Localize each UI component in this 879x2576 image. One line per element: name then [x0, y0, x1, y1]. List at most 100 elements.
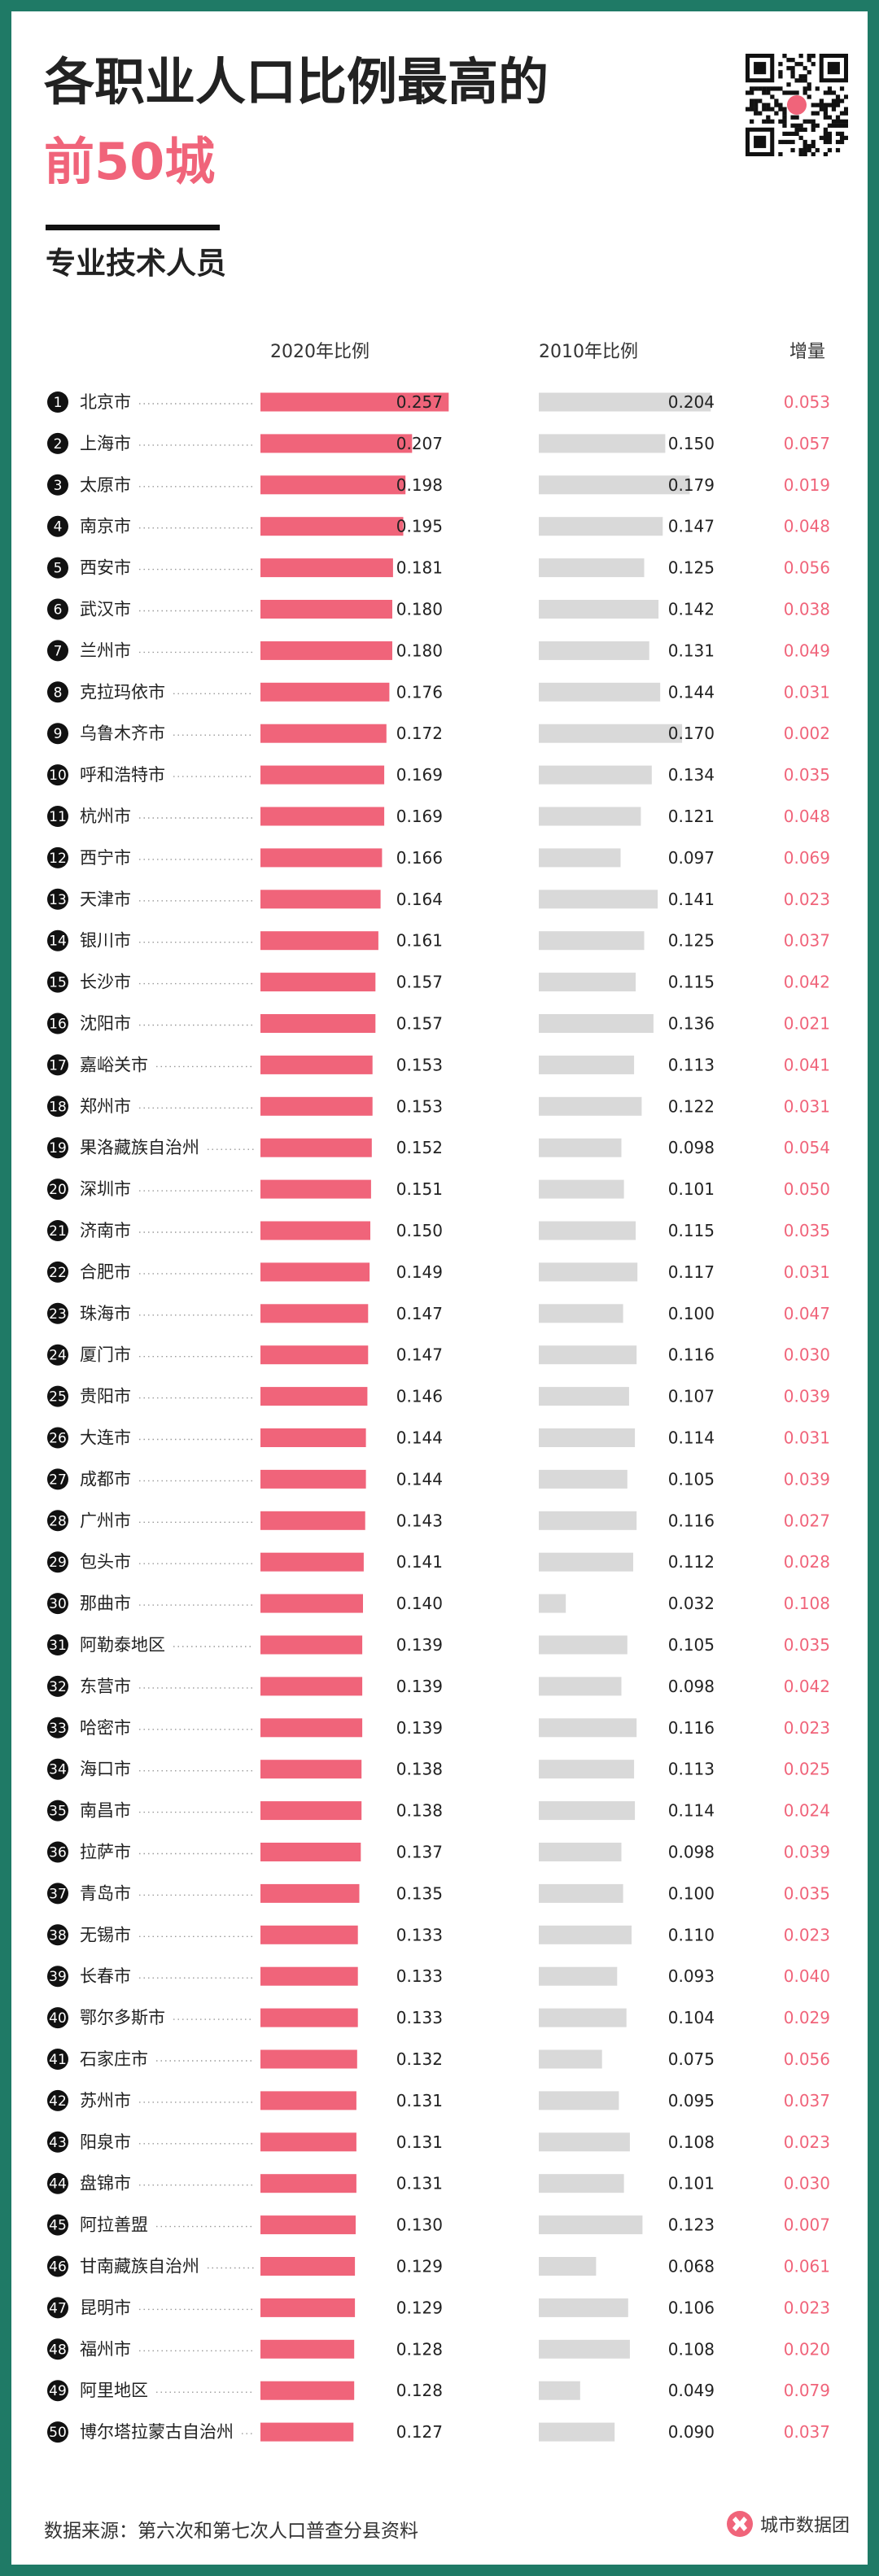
- bar-2010: [539, 1262, 638, 1282]
- city-label: 石家庄市: [80, 2049, 148, 2069]
- bar-2020: [260, 931, 378, 951]
- rank-badge: [47, 2007, 68, 2029]
- bar-2010: [539, 475, 690, 495]
- rank-number: 50: [49, 2425, 67, 2441]
- value-label-2020: 0.153: [396, 1055, 443, 1074]
- rank-badge: [47, 391, 68, 413]
- city-label: 济南市: [80, 1221, 131, 1240]
- city-label: 海口市: [80, 1760, 131, 1779]
- rank-number: 33: [49, 1721, 67, 1737]
- rank-number: 32: [49, 1679, 67, 1695]
- value-label-2010: 0.170: [668, 724, 715, 743]
- increase-label: 0.038: [784, 600, 830, 619]
- rank-badge: [47, 2089, 68, 2111]
- value-label-2020: 0.139: [396, 1718, 443, 1738]
- value-label-2010: 0.179: [668, 475, 715, 495]
- bar-2010: [539, 1387, 629, 1406]
- value-label-2010: 0.136: [668, 1014, 715, 1034]
- bar-2020: [260, 890, 381, 909]
- city-label: 银川市: [80, 931, 131, 951]
- rank-badge: [47, 846, 68, 868]
- increase-label: 0.053: [784, 392, 830, 412]
- value-label-2010: 0.113: [668, 1760, 715, 1779]
- bar-2020: [260, 1966, 358, 1986]
- value-label-2010: 0.049: [668, 2381, 715, 2400]
- value-label-2010: 0.101: [668, 2174, 715, 2193]
- value-label-2010: 0.112: [668, 1552, 715, 1572]
- rank-number: 18: [49, 1099, 67, 1115]
- increase-label: 0.031: [784, 1096, 830, 1116]
- increase-label: 0.037: [784, 931, 830, 951]
- value-label-2020: 0.150: [396, 1221, 443, 1240]
- value-label-2010: 0.108: [668, 2339, 715, 2359]
- increase-label: 0.035: [784, 765, 830, 785]
- value-label-2020: 0.166: [396, 848, 443, 868]
- bar-2020: [260, 1387, 368, 1406]
- bar-2010: [539, 931, 645, 951]
- bar-2020: [260, 848, 383, 868]
- city-label: 郑州市: [80, 1096, 131, 1116]
- rank-number: 26: [49, 1431, 67, 1447]
- rank-number: 10: [49, 768, 67, 784]
- rank-number: 16: [49, 1017, 67, 1033]
- column-header-increase: 增量: [789, 342, 826, 362]
- city-label: 福州市: [80, 2339, 131, 2359]
- value-label-2020: 0.161: [396, 931, 443, 951]
- increase-label: 0.056: [784, 2049, 830, 2069]
- bar-2020: [260, 2381, 355, 2400]
- city-label: 厦门市: [80, 1345, 131, 1365]
- rank-number: 12: [49, 851, 67, 867]
- bar-2020: [260, 1469, 366, 1489]
- bar-2010: [539, 1594, 566, 1613]
- bar-chart: 1 北京市 0.257 0.204 0.053 2 上海市 0.207 0.150 0.057 3 太…: [47, 391, 830, 2443]
- rank-number: 44: [49, 2176, 67, 2193]
- bar-2010: [539, 600, 659, 619]
- increase-label: 0.042: [784, 1677, 830, 1696]
- value-label-2020: 0.129: [396, 2298, 443, 2317]
- city-label: 大连市: [80, 1428, 131, 1448]
- qr-code-icon: [746, 54, 849, 157]
- increase-label: 0.025: [784, 1760, 830, 1779]
- bar-2010: [539, 724, 683, 743]
- city-label: 博尔塔拉蒙古自治州: [80, 2422, 234, 2442]
- value-label-2010: 0.114: [668, 1428, 715, 1448]
- value-label-2010: 0.147: [668, 517, 715, 536]
- city-label: 包头市: [80, 1552, 131, 1572]
- bar-2020: [260, 1014, 376, 1033]
- value-label-2020: 0.132: [396, 2049, 443, 2069]
- bar-2010: [539, 2422, 615, 2442]
- city-label: 无锡市: [80, 1925, 131, 1944]
- rank-number: 31: [49, 1638, 67, 1654]
- rank-number: 25: [49, 1389, 67, 1406]
- city-label: 珠海市: [80, 1304, 131, 1323]
- city-label: 沈阳市: [80, 1014, 131, 1034]
- bar-2010: [539, 434, 666, 453]
- value-label-2020: 0.147: [396, 1345, 443, 1365]
- bar-2010: [539, 1428, 636, 1447]
- value-label-2010: 0.097: [668, 848, 715, 868]
- value-label-2020: 0.195: [396, 517, 443, 536]
- city-label: 阳泉市: [80, 2132, 131, 2152]
- rank-number: 1: [54, 395, 63, 411]
- page-title-line2: 前50城: [44, 132, 216, 191]
- value-label-2020: 0.144: [396, 1469, 443, 1489]
- rank-number: 5: [54, 561, 63, 577]
- bar-2010: [539, 517, 663, 536]
- increase-label: 0.023: [784, 2132, 830, 2152]
- city-label: 广州市: [80, 1511, 131, 1530]
- bar-2020: [260, 2298, 356, 2317]
- city-label: 深圳市: [80, 1179, 131, 1199]
- bar-2010: [539, 848, 621, 868]
- value-label-2020: 0.149: [396, 1262, 443, 1282]
- rank-number: 38: [49, 1927, 67, 1944]
- increase-label: 0.019: [784, 475, 830, 495]
- rank-badge: [47, 1717, 68, 1738]
- city-label: 苏州市: [80, 2091, 131, 2110]
- value-label-2010: 0.068: [668, 2257, 715, 2276]
- city-label: 果洛藏族自治州: [80, 1138, 199, 1157]
- rank-badge: [47, 432, 68, 454]
- rank-badge: [47, 1634, 68, 1655]
- bar-2010: [539, 1469, 628, 1489]
- bar-2010: [539, 1096, 642, 1116]
- bar-2010: [539, 890, 658, 909]
